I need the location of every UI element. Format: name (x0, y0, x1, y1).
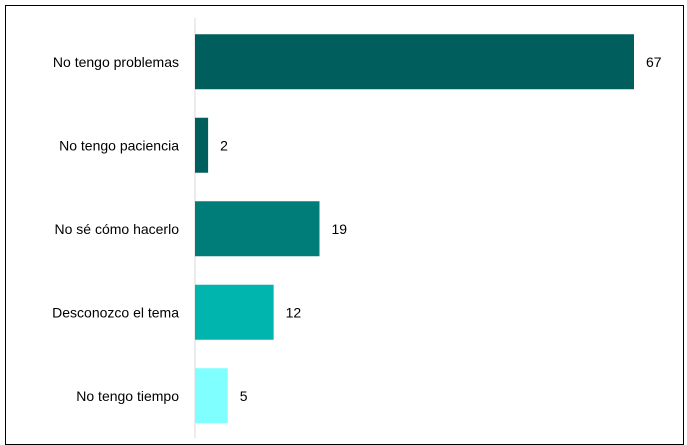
bar-5 (195, 368, 228, 424)
category-label-4: Desconozco el tema (52, 304, 179, 320)
category-label-5: No tengo tiempo (76, 388, 179, 404)
bar-1 (195, 34, 634, 90)
value-label-1: 67 (646, 54, 662, 70)
bar-4 (195, 284, 274, 340)
category-label-1: No tengo problemas (53, 54, 179, 70)
bar-3 (195, 201, 320, 257)
category-label-3: No sé cómo hacerlo (54, 221, 179, 237)
bar-2 (195, 117, 209, 173)
value-label-2: 2 (220, 137, 228, 153)
value-label-3: 19 (331, 221, 347, 237)
value-label-4: 12 (286, 304, 302, 320)
value-label-5: 5 (240, 388, 248, 404)
category-label-2: No tengo paciencia (59, 137, 179, 153)
